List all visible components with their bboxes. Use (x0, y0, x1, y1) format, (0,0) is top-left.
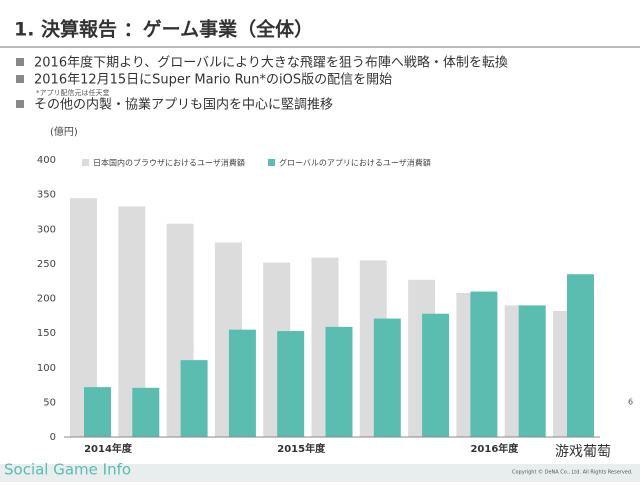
y-tick-label: 300 (37, 224, 56, 235)
bar (518, 305, 546, 437)
y-tick-label: 250 (37, 259, 56, 270)
y-tick-label: 150 (37, 328, 56, 339)
x-tick-label: 2014年度 (84, 442, 133, 455)
bar (132, 387, 160, 437)
legend-label: グローバルのアプリにおけるユーザ消費額 (279, 158, 431, 168)
legend-swatch (268, 159, 275, 166)
x-tick-label: 2016年度 (470, 442, 519, 455)
watermark: Social Game Info (4, 461, 131, 479)
y-tick-label: 200 (37, 294, 56, 305)
footer-bar (0, 464, 640, 482)
y-tick-label: 50 (43, 397, 56, 408)
y-tick-label: 0 (50, 432, 56, 443)
copyright: Copyright © DeNA Co., Ltd. All Rights Re… (512, 469, 633, 476)
bullet-icon (16, 58, 24, 66)
bar (567, 274, 594, 437)
bar (325, 326, 353, 437)
bullet-icon (16, 100, 24, 108)
slide-title: 1. 決算報告 ：ゲーム事業（全体） (14, 18, 313, 41)
legend-label: 日本国内のブラウザにおけるユーザ消費額 (93, 158, 245, 168)
note: *アプリ配信元は任天堂 (36, 88, 110, 97)
bar (277, 331, 305, 437)
bar (470, 291, 498, 437)
legend-swatch (82, 159, 89, 166)
bar (422, 313, 450, 437)
page-number: 6 (628, 398, 633, 407)
bar (373, 318, 401, 437)
bullet: 2016年度下期より、グローバルにより大きな飛躍を狙う布陣へ戦略・体制を転換 (34, 55, 508, 71)
bar (84, 387, 111, 437)
y-tick-label: 350 (37, 190, 56, 201)
y-tick-label: 400 (37, 155, 56, 166)
bullet-icon (16, 75, 24, 83)
bullet: 2016年12月15日にSuper Mario Run*のiOS版の配信を開始 (34, 73, 392, 88)
y-tick-label: 100 (37, 363, 56, 374)
x-tick-label: 2015年度 (277, 442, 326, 455)
bullet: その他の内製・協業アプリも国内を中心に堅調推移 (34, 97, 333, 113)
y-axis-label: (億円) (50, 125, 78, 138)
bar (228, 329, 256, 437)
bar (180, 360, 208, 437)
watermark: 游戏葡萄 (555, 444, 611, 460)
